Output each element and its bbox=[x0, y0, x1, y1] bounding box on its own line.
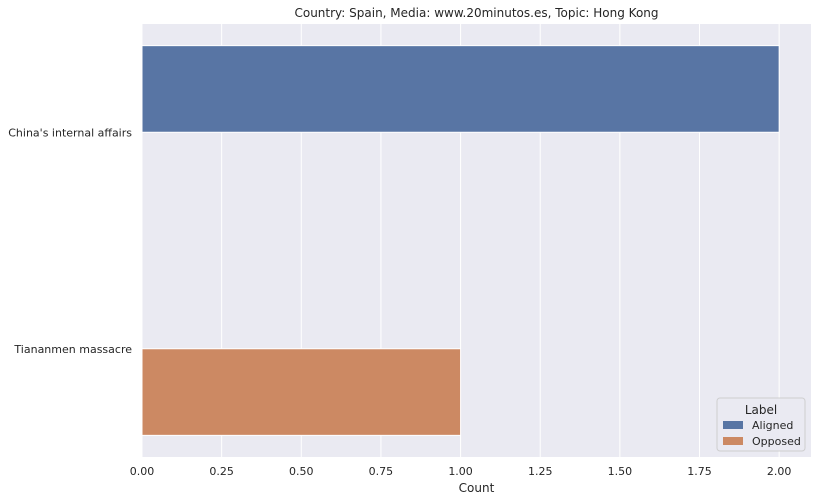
x-axis-label: Count bbox=[459, 481, 495, 495]
x-tick-label: 1.00 bbox=[448, 465, 473, 478]
x-tick-label: 1.50 bbox=[608, 465, 633, 478]
x-tick-label: 0.75 bbox=[369, 465, 394, 478]
y-tick-label: China's internal affairs bbox=[8, 126, 132, 139]
x-tick-label: 0.50 bbox=[289, 465, 314, 478]
legend: Label Aligned Opposed bbox=[716, 397, 806, 452]
bar-aligned-0 bbox=[141, 45, 780, 133]
y-tick-labels: China's internal affairs Tiananmen massac… bbox=[8, 126, 132, 356]
legend-swatch-aligned bbox=[723, 421, 743, 429]
x-tick-label: 0.00 bbox=[130, 465, 155, 478]
legend-title: Label bbox=[745, 403, 777, 417]
bar-opposed-1 bbox=[141, 348, 462, 436]
y-tick-label: Tiananmen massacre bbox=[13, 343, 132, 356]
legend-label-aligned: Aligned bbox=[752, 419, 793, 432]
bars bbox=[141, 45, 780, 436]
x-tick-label: 1.25 bbox=[528, 465, 553, 478]
x-tick-label: 2.00 bbox=[767, 465, 792, 478]
legend-label-opposed: Opposed bbox=[752, 435, 801, 448]
x-tick-label: 0.25 bbox=[209, 465, 234, 478]
x-tick-labels: 0.00 0.25 0.50 0.75 1.00 1.25 1.50 1.75 2.00 bbox=[130, 465, 792, 478]
legend-swatch-opposed bbox=[723, 437, 743, 445]
chart-title: Country: Spain, Media: www.20minutos.es,… bbox=[294, 6, 658, 20]
x-tick-label: 1.75 bbox=[687, 465, 712, 478]
